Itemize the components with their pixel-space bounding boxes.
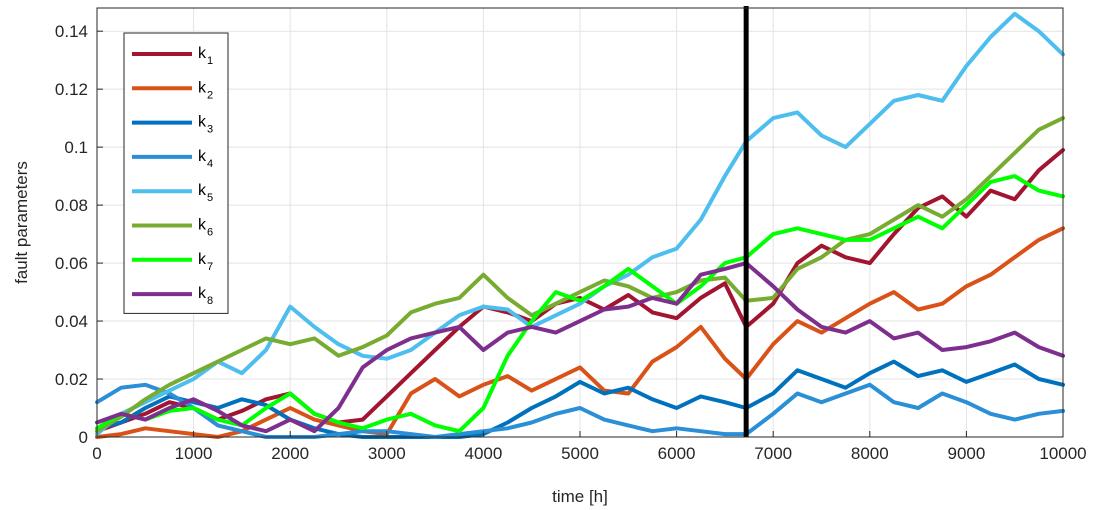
series-line-k6: [95, 116, 1065, 434]
y-tick-label: 0: [79, 428, 88, 447]
series-line-k4: [95, 382, 1065, 439]
series-line-k3: [95, 359, 1065, 439]
series-line-k5: [95, 11, 1065, 437]
y-tick-label: 0.14: [55, 22, 88, 41]
ticks: 0 1000 2000 3000 4000 5000 6000 7000 8000 9000 100…: [55, 22, 1087, 463]
series-line-k7: [95, 174, 1065, 434]
x-tick-label: 4000: [464, 444, 502, 463]
series-line-k2: [95, 226, 1065, 439]
y-tick-label: 0.12: [55, 80, 88, 99]
y-tick-label: 0.04: [55, 312, 88, 331]
y-tick-label: 0.02: [55, 370, 88, 389]
y-tick-label: 0.08: [55, 196, 88, 215]
y-tick-label: 0.1: [64, 138, 88, 157]
x-tick-label: 7000: [754, 444, 792, 463]
x-tick-label: 6000: [658, 444, 696, 463]
y-axis-label: fault parameters: [12, 161, 31, 284]
series-layer: [95, 11, 1065, 439]
x-tick-label: 3000: [368, 444, 406, 463]
x-tick-label: 5000: [561, 444, 599, 463]
legend-box: [123, 32, 229, 314]
x-tick-label: 1000: [175, 444, 213, 463]
x-tick-label: 10000: [1039, 444, 1086, 463]
x-tick-label: 9000: [947, 444, 985, 463]
series-line-k8: [95, 261, 1065, 434]
x-tick-label: 0: [92, 444, 101, 463]
x-tick-label: 8000: [851, 444, 889, 463]
x-axis-label: time [h]: [552, 487, 608, 506]
y-tick-label: 0.06: [55, 254, 88, 273]
x-tick-label: 2000: [271, 444, 309, 463]
